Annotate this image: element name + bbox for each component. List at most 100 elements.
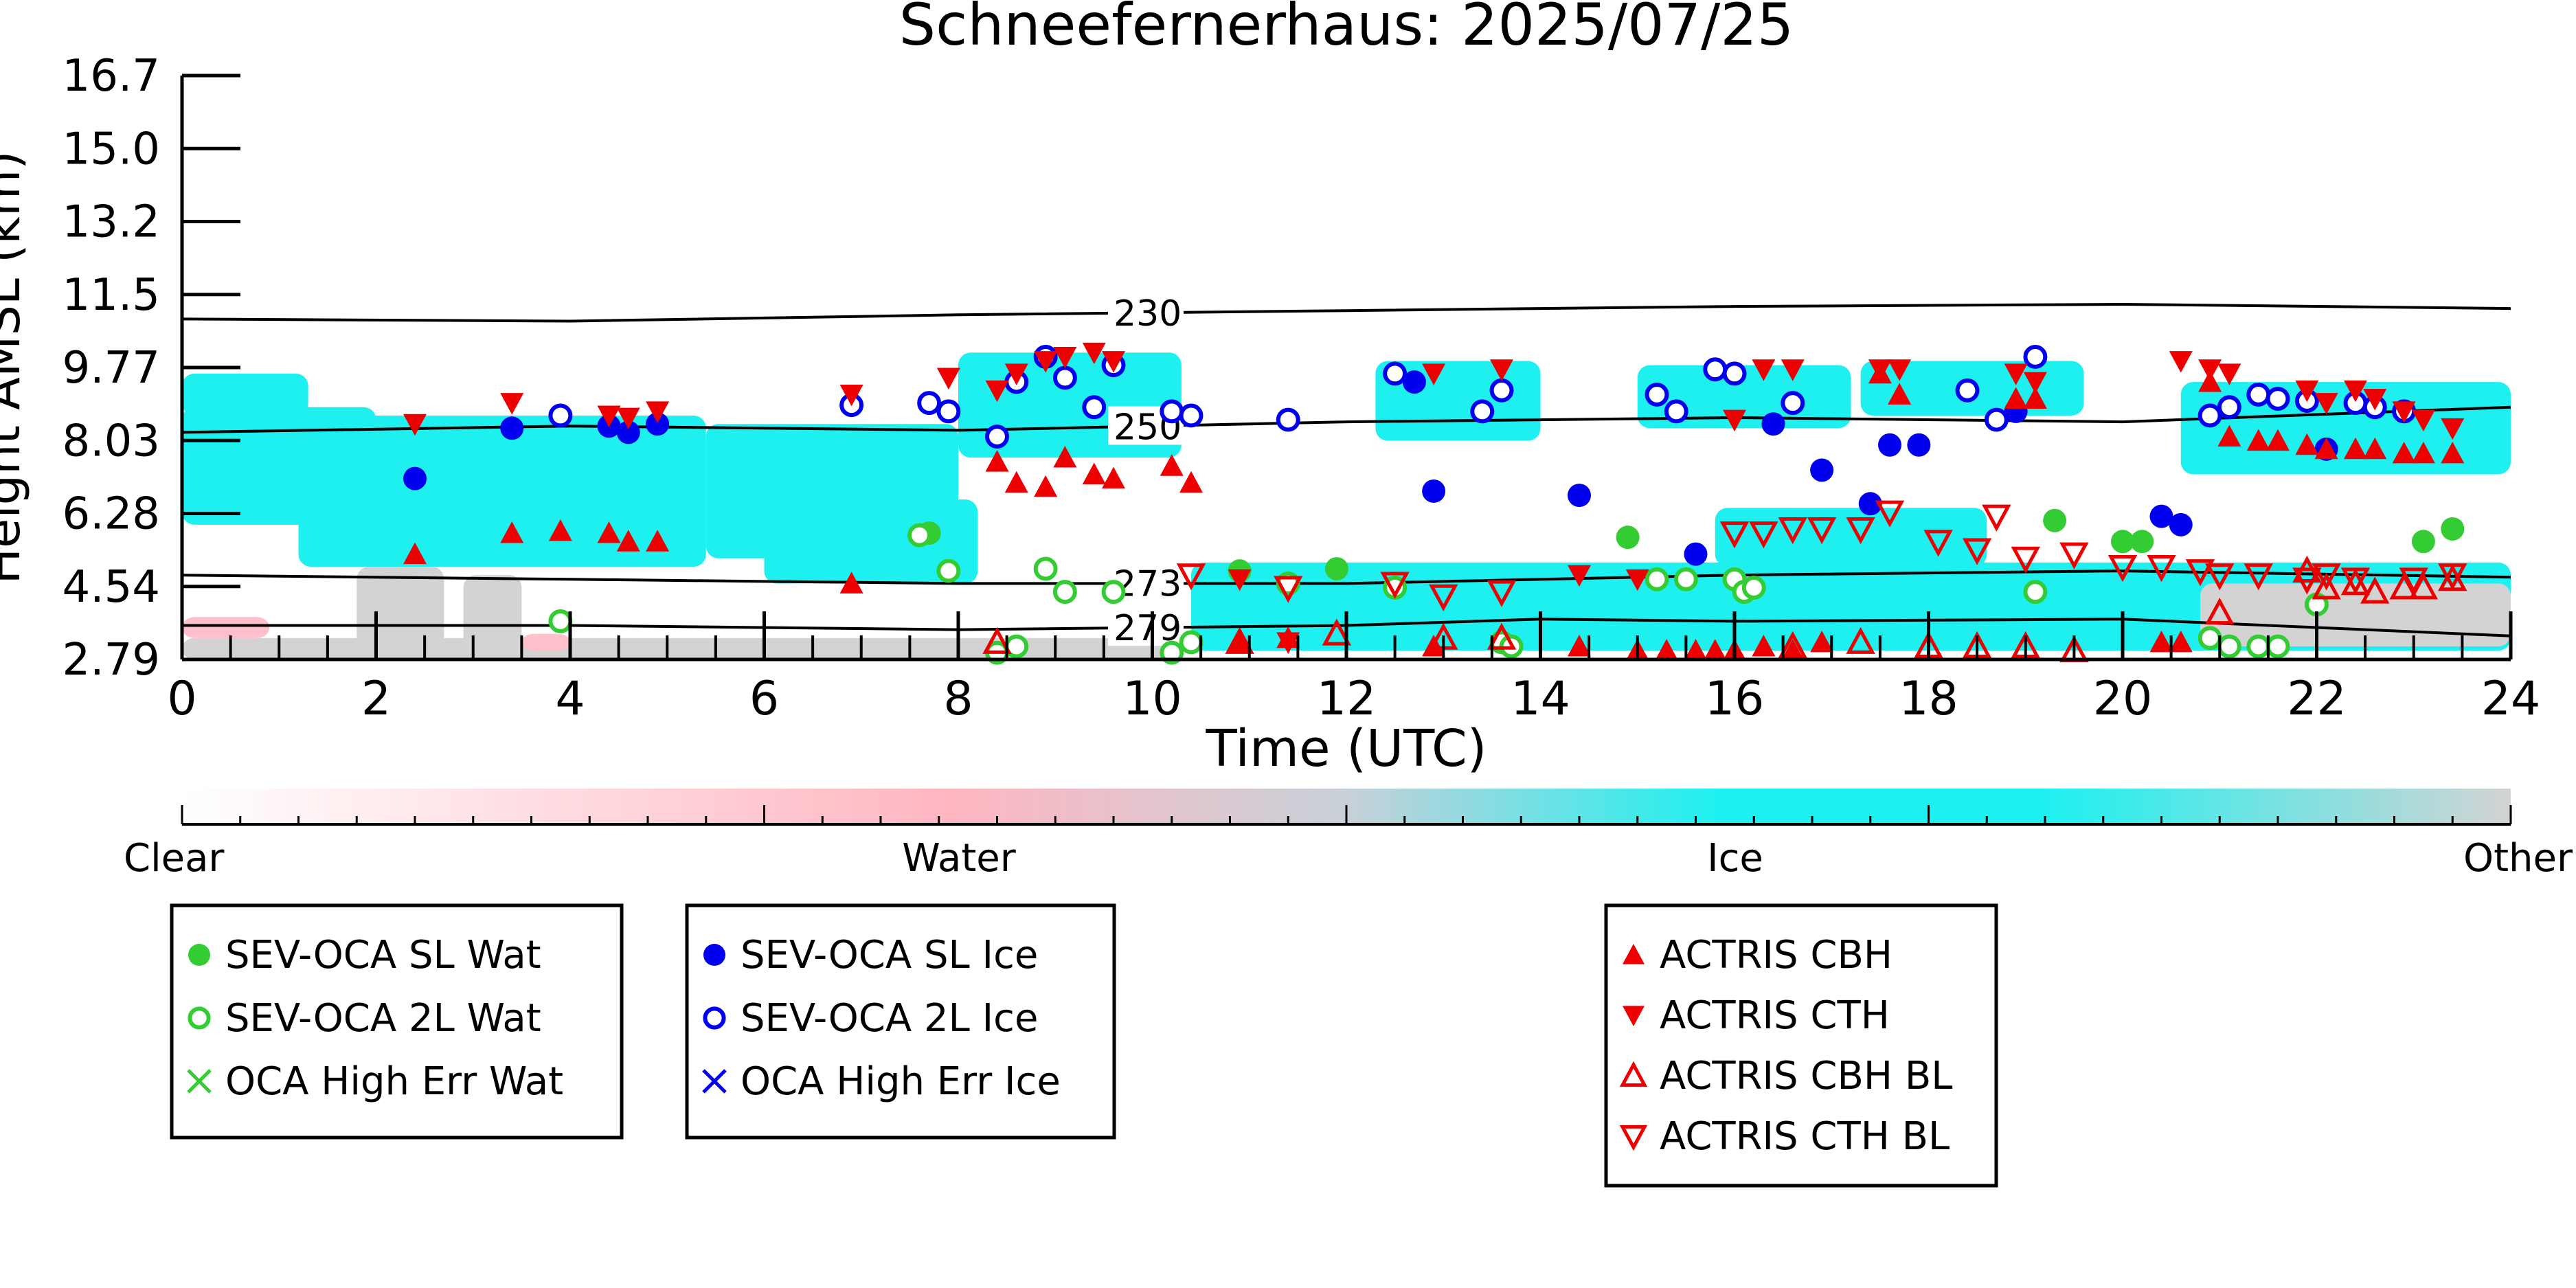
- data-point: [936, 558, 961, 583]
- data-point: [1380, 572, 1410, 599]
- data-point: [982, 626, 1012, 654]
- data-point: [1324, 557, 1348, 581]
- isotherm-line: [182, 405, 2511, 434]
- data-point: [2217, 395, 2241, 420]
- data-point: [2147, 555, 2176, 583]
- colorbar-label: Ice: [1707, 836, 1763, 881]
- data-point: [1160, 640, 1184, 665]
- series-actris-cbh: [403, 361, 2465, 661]
- data-point: [1179, 630, 1204, 655]
- data-point: [2217, 634, 2241, 659]
- legend-label: ACTRIS CBH: [1660, 933, 1893, 978]
- data-point: [1741, 576, 1766, 600]
- data-point: [1982, 504, 2011, 532]
- data-point: [985, 450, 1009, 472]
- colorbar: Clear Water Ice Other: [124, 789, 2573, 881]
- colorbar-ticks: [181, 805, 2512, 824]
- data-point: [2169, 351, 2193, 373]
- data-point: [2108, 555, 2138, 583]
- data-point: [1878, 433, 1901, 457]
- data-point: [1752, 635, 1776, 657]
- data-point: [1858, 492, 1882, 516]
- data-point: [1703, 639, 1727, 661]
- x-tick-label: 16: [1705, 672, 1765, 726]
- data-point: [1082, 395, 1107, 420]
- data-point: [1102, 351, 1125, 373]
- data-point: [2399, 567, 2428, 595]
- data-point: [1276, 407, 1300, 432]
- isotherm-line: [182, 569, 2511, 585]
- data-point: [1962, 538, 1992, 565]
- data-point: [646, 401, 670, 423]
- x-tick-label: 24: [2481, 672, 2541, 726]
- data-point: [2312, 572, 2341, 600]
- isotherm-label-bg: [1108, 292, 1184, 331]
- data-point: [2314, 437, 2338, 460]
- data-point: [646, 530, 670, 552]
- isotherm-line: [182, 618, 2511, 637]
- y-tick-label: 13.2: [63, 197, 161, 248]
- data-point: [1274, 576, 1303, 603]
- legend-label: SEV-OCA 2L Wat: [225, 996, 541, 1041]
- data-point: [2360, 576, 2390, 604]
- data-point: [1490, 359, 1513, 381]
- data-point: [1868, 359, 1892, 381]
- legend-label: SEV-OCA 2L Ice: [741, 996, 1038, 1041]
- data-point: [2441, 441, 2465, 464]
- data-point: [2246, 634, 2271, 659]
- legend-label: ACTRIS CBH BL: [1660, 1054, 1952, 1098]
- data-point: [2197, 403, 2222, 428]
- legend-label: OCA High Err Ice: [741, 1059, 1061, 1104]
- data-point: [1322, 618, 1352, 646]
- data-point: [2295, 380, 2319, 403]
- isotherm-label: 273: [1114, 563, 1182, 605]
- data-point: [1052, 365, 1077, 390]
- legend-marker: [1623, 1006, 1645, 1026]
- data-point: [1684, 639, 1708, 661]
- data-point: [985, 425, 1009, 449]
- chart-title: Schneefernerhaus: 2025/07/25: [899, 0, 1794, 58]
- data-point: [1179, 403, 1204, 428]
- legend-marker: [703, 944, 725, 966]
- legends: SEV-OCA SL Wat SEV-OCA 2L Wat OCA High Err…: [170, 903, 1998, 1188]
- data-point: [500, 521, 524, 543]
- data-point: [403, 414, 427, 436]
- data-point: [1810, 458, 1834, 482]
- data-point: [2438, 563, 2467, 591]
- data-point: [2023, 372, 2047, 394]
- data-point: [1810, 630, 1834, 653]
- data-point: [2340, 567, 2371, 595]
- legend-marker: [703, 1006, 726, 1030]
- data-point: [1160, 399, 1184, 424]
- data-point: [616, 420, 640, 444]
- x-tick-label: 22: [2287, 672, 2347, 726]
- data-point: [1568, 484, 1591, 508]
- y-tick-label: 9.77: [63, 343, 161, 394]
- data-point: [2023, 580, 2048, 605]
- data-point: [1034, 475, 1058, 497]
- x-axis-label: Time (UTC): [1205, 719, 1487, 778]
- y-tick-label: 2.79: [63, 635, 161, 686]
- colorbar-label: Clear: [124, 836, 225, 881]
- data-point: [1749, 521, 1778, 549]
- data-point: [1684, 542, 1708, 566]
- x-tick-label: 10: [1122, 672, 1182, 726]
- data-point: [1568, 565, 1591, 587]
- data-point: [936, 368, 960, 389]
- data-point: [2023, 387, 2047, 409]
- legend-marker: [188, 1006, 211, 1030]
- data-point: [2441, 418, 2465, 440]
- data-point: [597, 521, 621, 543]
- data-point: [2344, 380, 2367, 403]
- data-point: [2004, 363, 2028, 385]
- colorbar-labels: Clear Water Ice Other: [124, 836, 2573, 881]
- data-point: [1722, 361, 1747, 386]
- y-tick-label: 15.0: [63, 124, 161, 174]
- data-point: [917, 391, 942, 416]
- data-point: [2217, 363, 2241, 385]
- data-point: [2169, 512, 2193, 536]
- cloud-phase-region: [521, 633, 570, 651]
- data-point: [2411, 530, 2435, 554]
- data-point: [597, 405, 621, 427]
- data-point: [1228, 630, 1252, 653]
